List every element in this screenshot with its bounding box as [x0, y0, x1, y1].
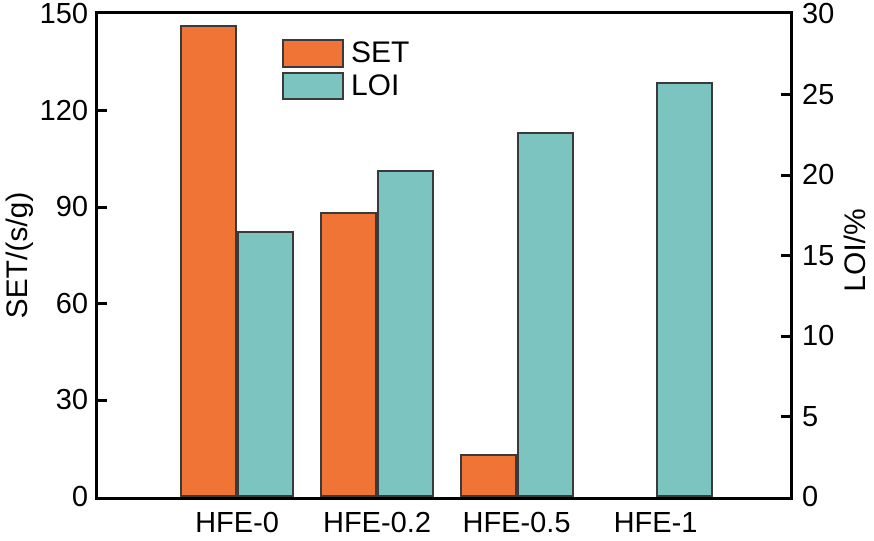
right-axis-tick: [781, 93, 790, 96]
right-axis-tick-label: 20: [802, 159, 835, 191]
x-axis-category-label: HFE-0: [195, 507, 279, 539]
legend-label-loi: LOI: [351, 69, 400, 102]
right-axis-tick-label: 30: [802, 0, 835, 30]
left-axis-tick-label: 30: [55, 384, 88, 417]
bar-loi-hfe-1: [655, 81, 713, 497]
left-axis-tick-label: 60: [55, 287, 88, 320]
right-axis-tick: [781, 254, 790, 257]
legend-label-set: SET: [351, 36, 410, 69]
left-axis-tick: [98, 109, 107, 113]
x-axis-category-label: HFE-0.2: [323, 507, 431, 539]
right-axis-tick-label: 0: [802, 481, 819, 513]
right-axis-tick-label: 15: [802, 239, 835, 272]
bar-set-hfe-0.2: [320, 212, 377, 497]
left-axis-title: SET/(s/g): [1, 191, 34, 319]
right-axis-tick-label: 10: [802, 320, 835, 352]
legend-swatch-loi: [282, 72, 344, 100]
left-axis-tick: [98, 302, 107, 306]
bar-loi-hfe-0.2: [377, 170, 434, 497]
bar-loi-hfe-0: [237, 231, 294, 497]
bar-loi-hfe-0.5: [516, 131, 574, 497]
right-axis-tick: [781, 173, 790, 177]
x-axis-category-label: HFE-0.5: [462, 507, 571, 539]
left-axis-tick-label: 90: [55, 191, 88, 224]
left-axis-tick-label: 120: [39, 94, 88, 127]
legend-swatch-set: [282, 39, 344, 68]
right-axis-tick-label: 25: [802, 78, 835, 111]
right-axis-tick-label: 5: [802, 400, 819, 433]
bar-set-hfe-0: [180, 25, 237, 497]
right-axis-tick: [781, 415, 790, 418]
left-axis-tick-label: 150: [39, 0, 88, 30]
plot-area: [95, 11, 793, 500]
bar-set-hfe-0.5: [459, 454, 517, 497]
x-axis-category-label: HFE-1: [613, 507, 698, 539]
right-axis-tick: [781, 334, 790, 338]
left-axis-tick: [98, 205, 107, 209]
left-axis-tick-label: 0: [71, 481, 88, 513]
left-axis-tick: [98, 398, 107, 402]
